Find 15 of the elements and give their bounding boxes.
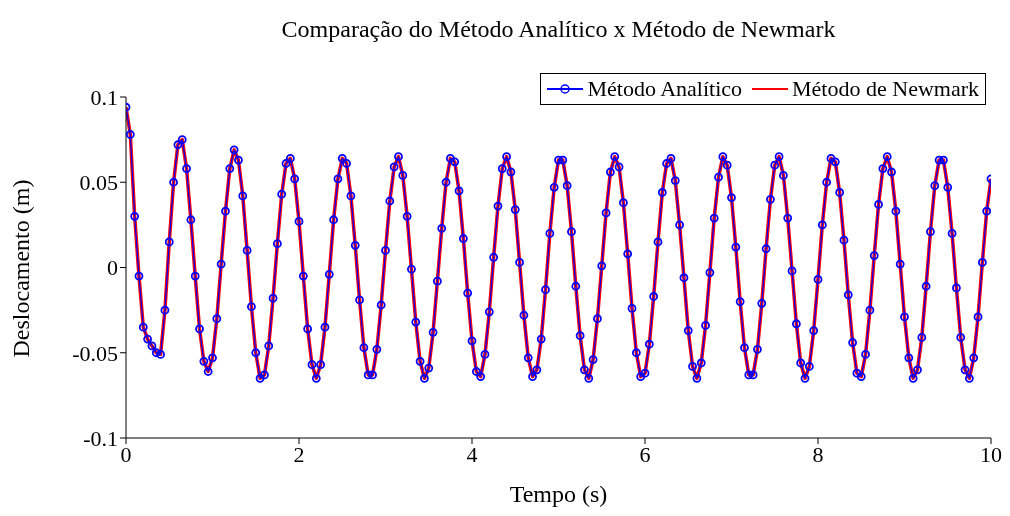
x-axis-title: Tempo (s) — [509, 481, 608, 507]
y-tick-label: 0.05 — [79, 170, 118, 196]
legend-label: Método de Newmark — [792, 76, 979, 102]
chart-title: Comparação do Método Analítico x Método de Newmark — [280, 16, 837, 43]
legend-label: Método Analítico — [587, 76, 743, 102]
x-tick-label: 4 — [466, 441, 478, 467]
x-tick-label: 6 — [639, 441, 651, 467]
y-tick-label: 0 — [107, 255, 118, 281]
y-tick-label: 0.1 — [90, 84, 118, 110]
x-tick-label: 8 — [812, 441, 824, 467]
x-tick-label: 10 — [980, 441, 1002, 467]
x-tick-label: 2 — [293, 441, 305, 467]
y-tick-label: -0.05 — [72, 340, 118, 366]
y-tick-label: -0.1 — [83, 425, 118, 451]
y-axis-title: Deslocamento (m) — [7, 179, 34, 358]
